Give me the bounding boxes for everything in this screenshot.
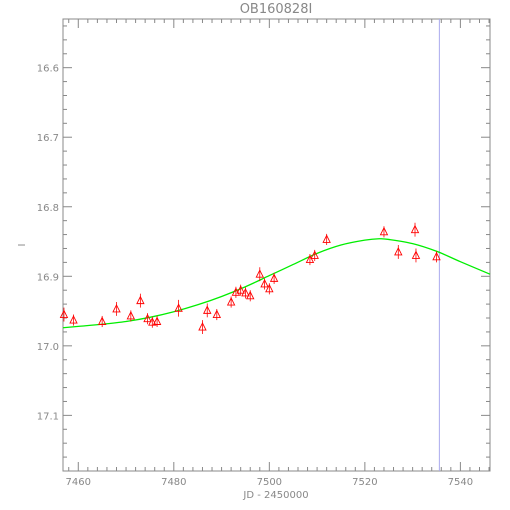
- triangle-marker: [136, 295, 145, 305]
- triangle-marker: [410, 224, 420, 234]
- data-point: [97, 315, 107, 328]
- triangle-marker: [310, 250, 319, 259]
- data-point: [69, 314, 78, 326]
- axis-ticks: [63, 19, 490, 472]
- data-point: [59, 307, 69, 322]
- triangle-marker: [198, 322, 207, 331]
- y-tick-label: 17.1: [37, 411, 59, 422]
- triangle-marker: [226, 297, 236, 306]
- triangle-marker: [69, 315, 78, 324]
- data-point: [394, 245, 403, 259]
- triangle-marker: [112, 303, 121, 313]
- data-point: [236, 284, 245, 296]
- data-point: [410, 222, 420, 237]
- data-point: [152, 315, 162, 328]
- triangle-marker: [305, 254, 315, 264]
- data-point: [246, 290, 255, 302]
- triangle-marker: [394, 246, 403, 256]
- triangle-marker: [212, 309, 222, 318]
- triangle-marker: [260, 278, 269, 288]
- x-tick-label: 7460: [66, 477, 91, 488]
- data-point: [265, 283, 274, 295]
- triangle-marker: [97, 316, 107, 325]
- triangle-marker: [203, 305, 212, 314]
- triangle-marker: [411, 250, 421, 259]
- triangle-marker: [269, 273, 279, 282]
- triangle-marker: [379, 226, 389, 236]
- triangle-marker: [246, 290, 255, 300]
- triangle-marker: [174, 303, 183, 312]
- triangle-marker: [236, 285, 245, 294]
- y-tick-label: 16.9: [37, 272, 59, 283]
- y-tick-label: 16.6: [37, 64, 59, 75]
- triangle-marker: [241, 287, 250, 297]
- data-point: [226, 296, 236, 308]
- data-point: [143, 313, 152, 325]
- triangle-marker: [432, 251, 441, 261]
- data-point: [411, 248, 421, 263]
- y-tick-label: 16.7: [37, 133, 59, 144]
- data-point: [136, 293, 145, 308]
- triangle-marker: [59, 309, 69, 318]
- data-point: [212, 308, 222, 321]
- x-tick-label: 7520: [352, 477, 377, 488]
- data-point: [148, 316, 157, 328]
- y-tick-label: 16.8: [37, 203, 59, 214]
- data-point: [126, 310, 136, 322]
- triangle-marker: [322, 234, 331, 243]
- data-point: [322, 233, 331, 245]
- data-point: [310, 249, 319, 261]
- data-point: [241, 287, 250, 299]
- chart-title: OB160828I: [240, 2, 313, 17]
- data-point: [305, 254, 315, 266]
- data-points: [59, 222, 441, 335]
- data-point: [379, 226, 389, 238]
- data-point: [269, 272, 279, 284]
- x-tick-label: 7500: [257, 477, 282, 488]
- x-axis-label: JD - 2450000: [242, 490, 308, 501]
- data-point: [432, 251, 441, 263]
- data-point: [198, 320, 207, 335]
- tick-labels: 7460 7480 7500 7520 7540 16.6 16.7 16.8 16.9 17.0…: [37, 64, 473, 488]
- data-point: [203, 303, 212, 318]
- triangle-marker: [152, 316, 162, 325]
- triangle-marker: [143, 313, 152, 323]
- plot-frame: [62, 18, 491, 472]
- data-point: [112, 302, 121, 316]
- x-tick-label: 7540: [448, 477, 473, 488]
- model-curve: [62, 238, 491, 329]
- y-tick-label: 17.0: [37, 342, 59, 353]
- x-tick-label: 7480: [161, 477, 186, 488]
- triangle-marker: [255, 269, 265, 278]
- triangle-marker: [148, 317, 157, 326]
- y-axis-label: I: [17, 244, 28, 247]
- data-point: [260, 278, 269, 290]
- data-point: [255, 267, 265, 282]
- data-point: [231, 286, 241, 298]
- triangle-marker: [126, 310, 136, 320]
- data-point: [174, 299, 183, 317]
- triangle-marker: [265, 283, 274, 293]
